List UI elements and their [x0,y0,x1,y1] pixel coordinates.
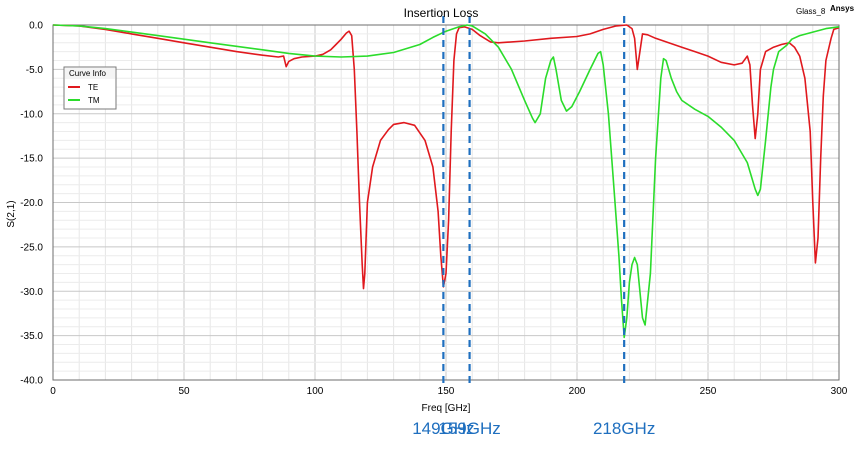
y-tick-label: -30.0 [20,287,43,298]
marker-label-159: 159GHz [438,419,500,438]
x-tick-label: 300 [831,386,848,397]
legend-header [65,68,115,79]
series-line-tm [52,24,840,339]
x-tick-label: 200 [569,386,586,397]
marker-label-149: 149GHz [412,419,474,438]
project-label: Glass_8 [796,7,826,16]
x-tick-label: 100 [307,386,324,397]
legend[interactable]: Curve Info TE TM [63,66,117,110]
y-tick-label: -35.0 [20,331,43,342]
marker-label-218: 218GHz [593,419,655,438]
y-tick-label: -25.0 [20,242,43,253]
y-tick-label: -10.0 [20,109,43,120]
series-group [52,24,840,339]
plot-frame [52,24,840,381]
x-tick-label: 0 [50,386,56,397]
series-line-te [52,24,840,290]
chart-title: Insertion Loss [404,6,479,20]
y-tick-label: -5.0 [26,65,44,76]
ticks: 0 50 100 150 200 250 300 0.0 -5.0 -10.0 -15.0 -20.0… [20,21,848,398]
y-tick-label: -40.0 [20,376,43,387]
grid [52,24,840,381]
y-tick-label: -15.0 [20,154,43,165]
legend-label-tm: TM [88,96,100,105]
legend-title: Curve Info [69,69,106,78]
x-tick-label: 250 [700,386,717,397]
y-tick-label: 0.0 [29,21,43,32]
y-axis-label: S(2,1) [6,200,17,227]
x-tick-label: 150 [438,386,455,397]
brand-label: Ansys [830,4,855,13]
x-tick-label: 50 [178,386,190,397]
x-axis-label: Freq [GHz] [422,403,471,414]
y-tick-label: -20.0 [20,198,43,209]
legend-label-te: TE [88,83,98,92]
